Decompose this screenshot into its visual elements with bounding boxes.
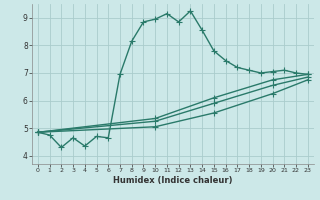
- X-axis label: Humidex (Indice chaleur): Humidex (Indice chaleur): [113, 176, 233, 185]
